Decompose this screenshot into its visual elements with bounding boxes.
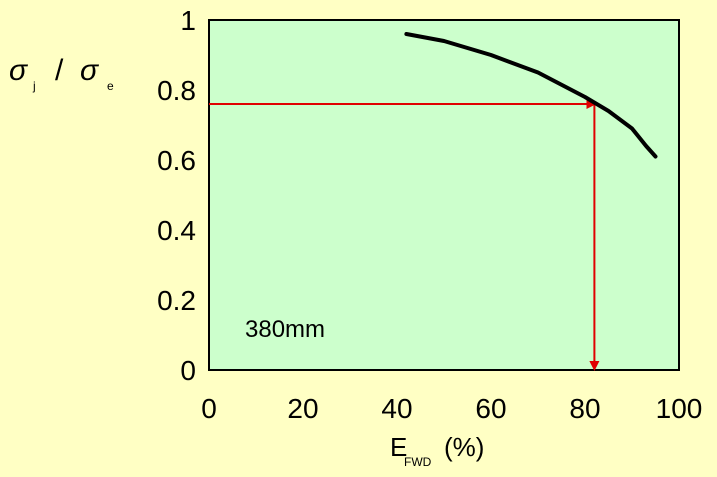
y-axis-label: σ j / σ e	[9, 54, 114, 93]
x-tick-label: 60	[475, 393, 506, 424]
x-label-unit: (%)	[444, 432, 484, 462]
series-line	[404, 32, 658, 159]
series-group	[404, 32, 658, 159]
x-label-main: E	[390, 432, 407, 462]
y-label-sub-denominator: e	[107, 79, 114, 93]
thickness-annotation: 380mm	[245, 316, 325, 343]
x-tick-label: 100	[656, 393, 703, 424]
plot-area	[208, 19, 680, 371]
x-axis-ticks: 0 20 40 60 80 100	[201, 393, 702, 424]
x-axis-label: E FWD (%)	[390, 432, 484, 469]
y-label-sigma-numerator: σ	[9, 54, 29, 87]
x-tick-label: 0	[201, 393, 217, 424]
x-tick-label: 20	[287, 393, 318, 424]
y-tick-label: 0.2	[157, 285, 196, 316]
y-tick-label: 0.8	[157, 75, 196, 106]
x-tick-label: 80	[569, 393, 600, 424]
x-label-sub: FWD	[404, 455, 432, 469]
y-axis-ticks: 0 0.2 0.4 0.6 0.8 1	[157, 5, 196, 386]
y-label-slash: /	[55, 54, 64, 87]
y-tick-label: 0.6	[157, 145, 196, 176]
y-tick-label: 1	[180, 5, 196, 36]
y-tick-label: 0.4	[157, 215, 196, 246]
y-tick-label: 0	[180, 355, 196, 386]
y-label-sub-numerator: j	[32, 79, 36, 93]
y-label-sigma-denominator: σ	[80, 54, 100, 87]
x-tick-label: 40	[381, 393, 412, 424]
